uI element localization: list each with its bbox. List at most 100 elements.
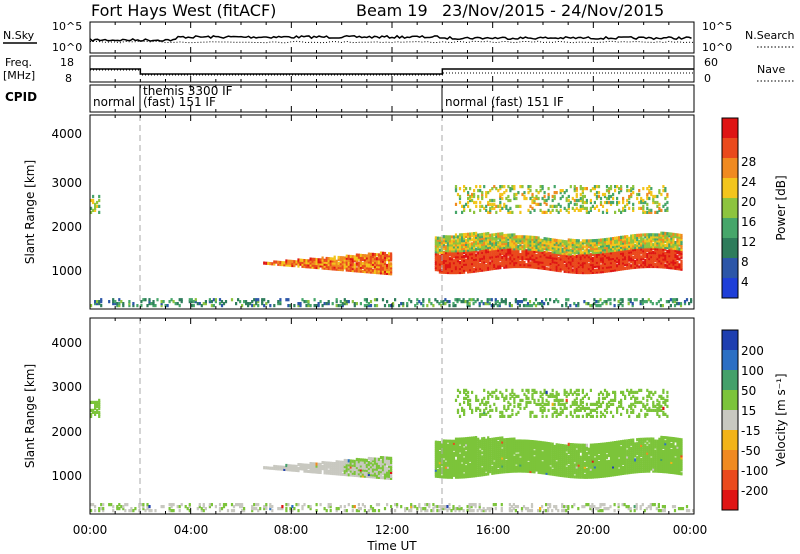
- scatter-cell: [438, 270, 441, 274]
- nsearch-series: [89, 40, 695, 44]
- scatter-cell: [489, 460, 492, 464]
- scatter-cell: [367, 254, 370, 258]
- scatter-cell: [477, 465, 480, 469]
- scatter-cell: [471, 238, 474, 242]
- scatter-cell: [664, 253, 667, 257]
- scatter-cell: [573, 248, 576, 253]
- scatter-cell: [495, 453, 498, 457]
- scatter-cell: [383, 464, 387, 468]
- scatter-cell: [539, 208, 542, 212]
- scatter-cell: [605, 241, 609, 245]
- scatter-cell: [436, 266, 439, 270]
- scatter-cell: [561, 194, 564, 199]
- scatter-cell: [475, 436, 478, 440]
- scatter-cell: [331, 265, 334, 269]
- scatter-cell: [458, 251, 462, 255]
- scatter-cell: [483, 266, 486, 270]
- scatter-cell: [503, 247, 506, 251]
- scatter-cell: [357, 253, 360, 257]
- scatter-cell: [493, 243, 496, 247]
- scatter-cell: [456, 243, 460, 247]
- scatter-cell: [359, 253, 362, 257]
- scatter-cell: [519, 264, 522, 269]
- scatter-cell: [398, 304, 401, 308]
- scatter-cell: [517, 253, 520, 257]
- scatter-cell: [630, 187, 633, 191]
- scatter-cell: [497, 252, 500, 256]
- scatter-cell: [632, 258, 635, 262]
- scatter-cell: [569, 270, 572, 274]
- scatter-cell: [531, 259, 534, 263]
- scatter-cell: [349, 465, 352, 469]
- scatter-cell: [559, 239, 562, 243]
- scatter-cell: [434, 464, 437, 468]
- scatter-cell: [533, 470, 536, 474]
- scatter-cell: [491, 455, 494, 459]
- scatter-cell: [583, 206, 586, 210]
- scatter-cell: [454, 467, 458, 471]
- scatter-cell: [664, 233, 667, 238]
- scatter-cell: [357, 462, 360, 466]
- scatter-cell: [460, 300, 463, 304]
- scatter-cell: [630, 260, 633, 264]
- scatter-cell: [537, 458, 540, 462]
- scatter-cell: [509, 461, 512, 465]
- scatter-cell: [605, 243, 609, 247]
- scatter-cell: [313, 261, 316, 265]
- scatter-cell: [138, 505, 141, 509]
- scatter-cell: [491, 257, 494, 261]
- scatter-cell: [633, 298, 636, 302]
- scatter-cell: [494, 302, 497, 306]
- scatter-cell: [577, 268, 580, 273]
- scatter-cell: [461, 445, 464, 449]
- scatter-cell: [507, 457, 510, 462]
- scatter-cell: [482, 507, 485, 511]
- scatter-cell: [469, 268, 472, 272]
- scatter-cell: [471, 256, 474, 260]
- scatter-cell: [311, 259, 314, 263]
- scatter-cell: [481, 232, 484, 237]
- scatter-cell: [440, 240, 443, 245]
- scatter-cell: [311, 257, 314, 261]
- scatter-cell: [591, 243, 594, 247]
- scatter-cell: [478, 304, 481, 308]
- scatter-cell: [597, 208, 601, 212]
- scatter-cell: [379, 464, 383, 468]
- scatter-cell: [609, 239, 613, 243]
- scatter-cell: [609, 505, 612, 509]
- scatter-cell: [511, 447, 514, 451]
- scatter-cell: [357, 503, 360, 507]
- scatter-cell: [471, 248, 474, 252]
- scatter-cell: [434, 472, 437, 476]
- scatter-cell: [323, 461, 326, 465]
- scatter-cell: [379, 468, 383, 472]
- scatter-cell: [479, 455, 482, 459]
- scatter-cell: [521, 260, 524, 265]
- scatter-cell: [503, 249, 506, 253]
- scatter-cell: [386, 503, 389, 507]
- scatter-cell: [367, 256, 370, 260]
- scatter-cell: [489, 210, 492, 214]
- scatter-cell: [471, 472, 474, 476]
- scatter-cell: [585, 271, 588, 275]
- scatter-cell: [448, 469, 452, 473]
- scatter-cell: [676, 239, 679, 243]
- scatter-cell: [632, 191, 635, 195]
- scatter-cell: [575, 254, 578, 259]
- scatter-cell: [388, 304, 391, 308]
- scatter-cell: [561, 249, 564, 253]
- scatter-cell: [513, 185, 516, 189]
- scatter-cell: [539, 244, 542, 248]
- scatter-cell: [467, 454, 470, 459]
- scatter-cell: [668, 262, 671, 266]
- scatter-cell: [377, 463, 381, 467]
- scatter-cell: [497, 254, 500, 258]
- scatter-cell: [529, 439, 532, 444]
- scatter-cell: [333, 468, 336, 472]
- scatter-cell: [609, 245, 613, 249]
- scatter-cell: [664, 239, 667, 243]
- scatter-cell: [577, 266, 580, 271]
- scatter-cell: [678, 235, 681, 239]
- scatter-cell: [475, 239, 478, 243]
- scatter-cell: [499, 248, 502, 252]
